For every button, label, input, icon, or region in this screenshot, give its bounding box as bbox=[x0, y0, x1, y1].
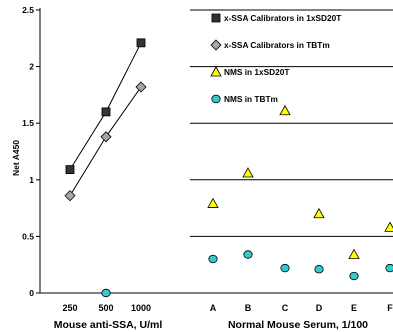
data-point bbox=[207, 197, 219, 208]
x-tick-label: 1000 bbox=[131, 303, 151, 313]
y-tick-label: 0 bbox=[29, 288, 34, 298]
data-point bbox=[384, 221, 393, 232]
y-tick-label: 0.5 bbox=[22, 231, 34, 241]
data-point bbox=[135, 81, 147, 93]
tick-labels: 0 0.5 1 1.5 2 2.5 250 500 1000 A B C D E F bbox=[22, 5, 393, 313]
data-point bbox=[136, 38, 146, 48]
x-axis-label-right: Normal Mouse Serum, 1/100 bbox=[228, 319, 368, 331]
data-point bbox=[385, 263, 393, 273]
data-point bbox=[280, 263, 290, 273]
data-point bbox=[65, 165, 75, 175]
legend-label: NMS in 1xSD20T bbox=[224, 67, 289, 77]
axes bbox=[36, 8, 393, 294]
legend-marker bbox=[211, 13, 221, 23]
gridlines bbox=[190, 9, 393, 237]
legend-marker bbox=[210, 39, 222, 51]
x-tick-label: B bbox=[245, 303, 252, 313]
x-tick-label: D bbox=[316, 303, 323, 313]
legend-label: x-SSA Calibrators in 1xSD20T bbox=[224, 13, 341, 23]
y-tick-label: 1 bbox=[29, 175, 34, 185]
y-tick-label: 2 bbox=[29, 62, 34, 72]
series-line bbox=[69, 42, 142, 170]
data-points bbox=[64, 38, 393, 298]
legend-label: NMS in TBTm bbox=[224, 94, 278, 104]
data-point bbox=[243, 250, 253, 259]
data-point bbox=[101, 288, 111, 298]
data-point bbox=[64, 190, 76, 202]
x-tick-label: F bbox=[387, 303, 393, 313]
data-point bbox=[101, 107, 111, 117]
data-point bbox=[208, 254, 218, 264]
x-axis-label-left: Mouse anti-SSA, U/ml bbox=[54, 319, 163, 331]
data-point bbox=[314, 265, 324, 274]
data-point bbox=[348, 248, 360, 259]
data-point bbox=[242, 167, 254, 178]
series-lines bbox=[69, 42, 142, 196]
legend-label: x-SSA Calibrators in TBTm bbox=[224, 40, 330, 50]
y-axis-label: Net A450 bbox=[11, 140, 21, 176]
data-point bbox=[313, 207, 325, 219]
legend: x-SSA Calibrators in 1xSD20T x-SSA Calibr… bbox=[210, 13, 341, 104]
data-point bbox=[349, 271, 359, 281]
data-point bbox=[100, 131, 112, 143]
legend-marker bbox=[210, 66, 222, 77]
x-tick-label: 500 bbox=[98, 303, 113, 313]
x-tick-label: E bbox=[351, 303, 357, 313]
legend-marker bbox=[211, 94, 221, 104]
data-point bbox=[279, 104, 291, 116]
x-tick-label: C bbox=[282, 303, 289, 313]
x-tick-label: A bbox=[210, 303, 217, 313]
y-tick-label: 1.5 bbox=[22, 118, 34, 128]
x-tick-label: 250 bbox=[62, 303, 77, 313]
y-tick-label: 2.5 bbox=[22, 5, 34, 15]
